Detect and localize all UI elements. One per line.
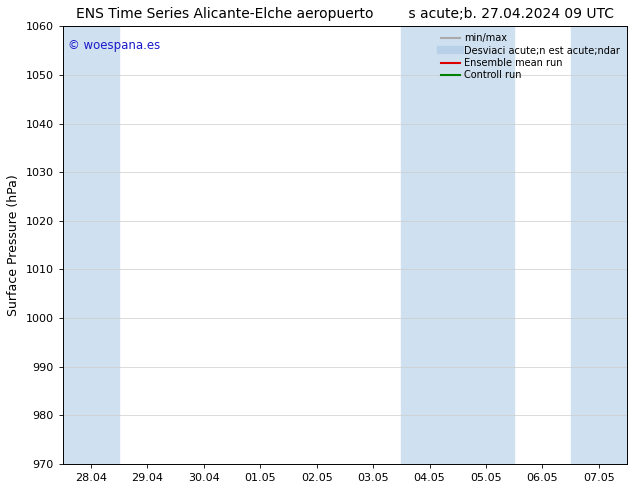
Title: ENS Time Series Alicante-Elche aeropuerto        s acute;b. 27.04.2024 09 UTC: ENS Time Series Alicante-Elche aeropuert… — [76, 7, 614, 21]
Bar — [401, 26, 514, 464]
Bar — [571, 26, 627, 464]
Bar — [63, 26, 119, 464]
Legend: min/max, Desviaci acute;n est acute;ndar, Ensemble mean run, Controll run: min/max, Desviaci acute;n est acute;ndar… — [439, 31, 622, 82]
Text: © woespana.es: © woespana.es — [68, 39, 160, 52]
Y-axis label: Surface Pressure (hPa): Surface Pressure (hPa) — [7, 174, 20, 316]
